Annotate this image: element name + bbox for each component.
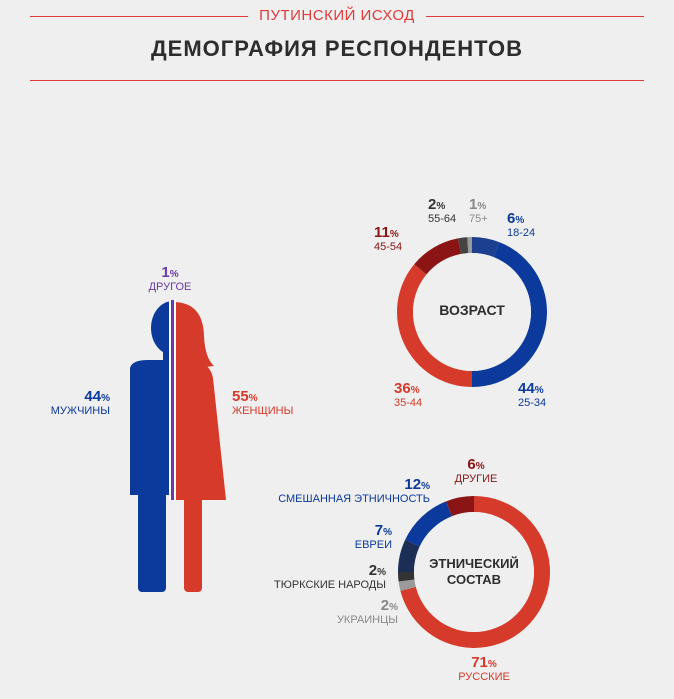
page-title: ДЕМОГРАФИЯ РЕСПОНДЕНТОВ [150, 36, 524, 61]
age-label-35-44: 36% 35-44 [394, 380, 423, 409]
age-slice-18-24 [472, 237, 500, 258]
eth-other-name: ДРУГИЕ [454, 473, 498, 485]
gender-other-label: 1% ДРУГОЕ [140, 264, 200, 293]
age-18-24-pct: 6 [507, 210, 516, 227]
age-55-64-pct: 2 [428, 196, 437, 213]
eth-rus-pct: 71 [471, 654, 488, 671]
kicker: ПУТИНСКИЙ ИСХОД [259, 7, 415, 24]
male-figure-half [130, 301, 173, 592]
age-center-label: ВОЗРАСТ [439, 302, 505, 318]
eth-label-other: 6% ДРУГИЕ [446, 456, 506, 485]
gender-other-pct: 1 [161, 264, 170, 281]
age-25-34-name: 25-34 [518, 397, 547, 409]
age-donut [397, 237, 547, 387]
eth-other-pct: 6 [467, 456, 476, 473]
age-label-18-24: 6% 18-24 [507, 210, 536, 239]
ethnic-center-line-2: СОСТАВ [446, 572, 502, 587]
ethnic-center-line-1: ЭТНИЧЕСКИЙ [429, 556, 519, 571]
header-line-left [30, 16, 248, 17]
eth-slice-евреи [398, 539, 420, 572]
gender-male-label: 44% МУЖЧИНЫ [30, 388, 110, 417]
age-45-54-name: 45-54 [374, 241, 403, 253]
age-label-75plus: 1% 75+ [469, 196, 488, 225]
eth-slice-украинцы [398, 579, 416, 591]
eth-slice-тюркские-народы [398, 572, 415, 582]
eth-ukr-name: УКРАИНЦЫ [336, 614, 398, 626]
eth-jews-name: ЕВРЕИ [354, 539, 392, 551]
ethnic-donut [398, 496, 550, 648]
gender-female-pct: 55 [232, 388, 249, 405]
age-35-44-name: 35-44 [394, 397, 423, 409]
age-75-pct: 1 [469, 196, 478, 213]
eth-label-mixed: 12% СМЕШАННАЯ ЭТНИЧНОСТЬ [250, 476, 430, 505]
age-label-55-64: 2% 55-64 [428, 196, 457, 225]
age-slice-25-34 [472, 242, 547, 387]
eth-jews-pct: 7 [374, 522, 384, 539]
eth-turkic-name: ТЮРКСКИЕ НАРОДЫ [274, 579, 386, 591]
eth-label-turkic: 2% ТЮРКСКИЕ НАРОДЫ [260, 562, 386, 591]
eth-slice-смешанная-этничность [405, 501, 452, 547]
age-75-name: 75+ [469, 213, 488, 225]
eth-rus-name: РУССКИЕ [458, 671, 510, 683]
eth-mixed-pct: 12 [404, 476, 422, 493]
gender-male-pct: 44 [84, 388, 102, 405]
gender-female-name: ЖЕНЩИНЫ [232, 405, 294, 417]
gender-male-name: МУЖЧИНЫ [50, 405, 110, 417]
title-divider [30, 80, 644, 81]
age-hole [413, 253, 531, 371]
age-slice-35-44 [397, 264, 472, 387]
age-35-44-pct: 36 [394, 380, 411, 397]
eth-label-russians: 71% РУССКИЕ [450, 654, 518, 683]
eth-ukr-pct: 2 [380, 597, 390, 614]
age-45-54-pct: 11 [374, 224, 390, 241]
gender-female-label: 55% ЖЕНЩИНЫ [232, 388, 332, 417]
age-label-25-34: 44% 25-34 [518, 380, 547, 409]
eth-label-ukrainians: 2% УКРАИНЦЫ [300, 597, 398, 626]
ethnic-center-label: ЭТНИЧЕСКИЙ СОСТАВ [410, 556, 538, 588]
eth-label-jews: 7% ЕВРЕИ [330, 522, 392, 551]
age-slice-55-64 [457, 237, 469, 255]
eth-mixed-name: СМЕШАННАЯ ЭТНИЧНОСТЬ [278, 493, 430, 505]
gender-pictogram [130, 300, 226, 592]
eth-slice-другие [446, 496, 474, 517]
age-25-34-pct: 44 [518, 380, 535, 397]
header-line-right [426, 16, 644, 17]
eth-hole [414, 512, 534, 632]
age-slice-75- [467, 237, 472, 254]
age-18-24-name: 18-24 [507, 227, 536, 239]
gender-other-name: ДРУГОЕ [148, 281, 192, 293]
age-55-64-name: 55-64 [428, 213, 457, 225]
female-figure-half [173, 302, 226, 592]
age-slice-45-54 [414, 238, 461, 275]
age-label-45-54: 11% 45-54 [374, 224, 403, 253]
eth-turkic-pct: 2 [368, 562, 378, 579]
